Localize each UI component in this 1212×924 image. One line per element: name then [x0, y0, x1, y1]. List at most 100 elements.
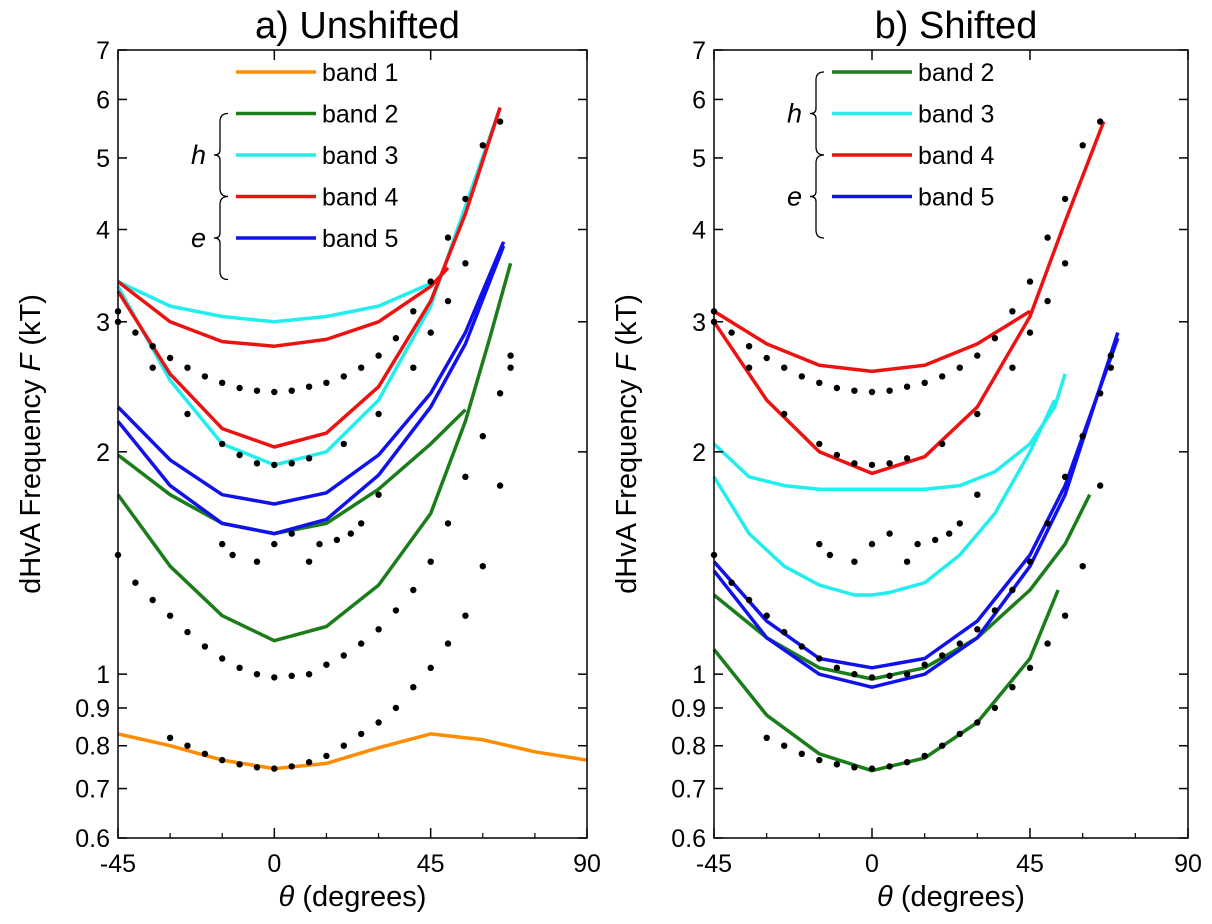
data-point-data-1	[974, 719, 981, 726]
chart-panel-0: a) Unshifted-45 0 45 900.60.70.80.91234567θ…	[15, 5, 601, 913]
data-point-data-3	[375, 352, 382, 359]
legend-label: band 1	[322, 59, 398, 87]
data-point-data-3	[956, 364, 963, 371]
x-axis-label-text: (degrees)	[893, 881, 1025, 913]
data-point-data-1	[305, 759, 313, 766]
y-tick-label: 1	[692, 661, 706, 689]
data-point-data-5	[851, 558, 858, 565]
data-point-data-4	[868, 461, 876, 469]
data-point-data-2	[781, 628, 788, 636]
y-tick-label: 4	[692, 216, 706, 244]
data-point-data-2	[444, 520, 452, 527]
data-point-data-5	[816, 540, 823, 548]
data-point-data-2	[1079, 433, 1086, 440]
y-axis-label-symbol: F	[15, 351, 47, 371]
data-point-data-2	[1107, 352, 1115, 359]
data-point-data-1	[886, 763, 893, 770]
y-tick-label: 6	[692, 86, 706, 114]
data-point-data-4	[184, 410, 191, 418]
y-tick-label: 2	[692, 439, 706, 467]
y-axis-label-text: (kT)	[611, 294, 643, 354]
data-point-data-3	[991, 335, 999, 342]
data-point-data-1	[798, 750, 805, 757]
data-point-data-3	[921, 379, 928, 386]
data-point-data-2	[991, 607, 999, 614]
scatter-group	[710, 118, 1115, 772]
x-axis: -45 0 45 90	[696, 50, 1202, 878]
data-point-data-1	[956, 730, 963, 738]
data-point-data-4	[219, 440, 226, 448]
data-point-data-3	[236, 384, 243, 392]
y-tick-label: 7	[96, 37, 110, 65]
series-line-band-2	[712, 589, 1060, 773]
x-axis: -45 0 45 90	[100, 50, 601, 878]
data-point-data-5	[288, 530, 295, 537]
legend-label: band 2	[918, 59, 994, 87]
data-point-data-5	[333, 536, 341, 544]
legend: band 1 band 2 band 3 band 4 band 5 h e	[191, 59, 399, 281]
data-point-data-3	[358, 364, 365, 371]
data-point-data-5	[932, 536, 939, 544]
data-point-data-5	[826, 551, 834, 559]
legend-brace	[213, 195, 229, 281]
x-tick-label: -45	[100, 850, 136, 878]
data-point-data-2	[956, 640, 963, 647]
series-line-band-4	[713, 309, 1031, 374]
data-point-data-2	[1044, 520, 1051, 527]
y-tick-label: 0.7	[671, 776, 706, 804]
data-point-data-4	[816, 440, 823, 448]
data-point-data-2	[375, 626, 382, 633]
data-point-data-4	[444, 297, 452, 305]
legend-label: band 4	[918, 142, 995, 170]
data-point-data-3	[886, 387, 893, 394]
data-point-data-1	[903, 759, 911, 766]
data-point-data-1	[921, 752, 928, 760]
data-point-data-3	[149, 343, 156, 350]
data-point-data-4	[305, 455, 313, 462]
y-tick-label: 5	[692, 145, 706, 173]
data-point-data-1	[462, 612, 469, 619]
data-point-data-4	[410, 364, 417, 371]
series-line-band-3	[116, 107, 502, 467]
data-point-data-3	[781, 364, 788, 371]
data-point-data-1	[479, 563, 486, 570]
data-point-data-4	[886, 460, 893, 467]
data-point-data-4	[340, 440, 347, 448]
y-axis-label: dHvA Frequency F (kT)	[15, 294, 47, 594]
data-point-data-4	[781, 410, 788, 418]
series-group	[712, 120, 1120, 773]
data-point-data-1	[1061, 612, 1069, 619]
legend-label: band 5	[322, 225, 398, 253]
data-point-data-1	[1026, 664, 1034, 671]
legend-label: band 2	[322, 101, 398, 129]
data-point-data-4	[462, 260, 469, 267]
data-point-data-1	[340, 742, 347, 749]
data-point-data-2	[392, 607, 400, 614]
y-tick-label: 0.9	[75, 695, 110, 723]
y-axis-label-symbol: F	[611, 351, 643, 371]
x-axis-label-symbol: θ	[877, 881, 893, 913]
data-point-data-3	[868, 388, 876, 396]
series-group	[116, 107, 588, 771]
y-tick-label: 6	[96, 86, 110, 114]
x-axis-label-symbol: θ	[279, 881, 295, 913]
data-point-data-3	[1009, 308, 1016, 315]
y-axis: 0.6 0.7 0.8 0.9 1 2 3 4 5 6 7	[75, 37, 587, 853]
data-point-data-5	[347, 530, 354, 537]
data-point-data-2	[132, 579, 139, 586]
y-tick-label: 5	[96, 145, 110, 173]
plot-frame	[713, 49, 1189, 839]
data-point-data-2	[236, 664, 243, 671]
data-point-data-1	[1044, 640, 1051, 647]
data-point-data-5	[946, 530, 953, 537]
data-point-data-2	[201, 643, 209, 650]
data-point-data-2	[410, 586, 417, 594]
data-point-data-3	[201, 373, 209, 380]
data-point-data-2	[816, 655, 823, 662]
data-point-data-4	[288, 460, 295, 467]
legend: band 2 band 3 band 4 band 5 h e	[787, 59, 995, 239]
data-point-data-1	[375, 719, 382, 726]
